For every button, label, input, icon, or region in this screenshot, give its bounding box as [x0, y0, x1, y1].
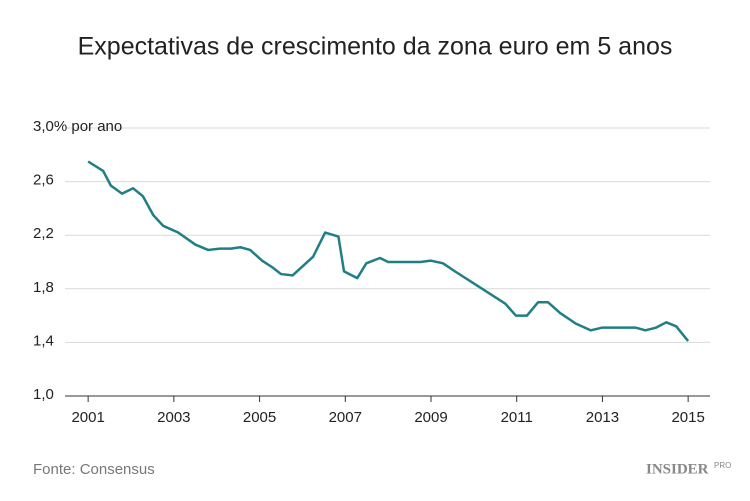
logo-badge: PRO — [714, 461, 731, 470]
x-tick-label: 2013 — [586, 409, 619, 426]
chart-title: Expectativas de crescimento da zona euro… — [78, 33, 673, 61]
source: Fonte: Consensus — [33, 461, 155, 478]
x-tick-label: 2001 — [71, 409, 104, 426]
y-tick-label: 2,6 — [33, 172, 54, 189]
x-tick-label: 2009 — [414, 409, 447, 426]
y-tick-label: 1,8 — [33, 279, 54, 296]
y-tick-label: 2,2 — [33, 225, 54, 242]
x-tick-label: 2005 — [243, 409, 276, 426]
logo: INSIDER — [646, 461, 709, 477]
x-tick-label: 2015 — [671, 409, 704, 426]
y-tick-label: 3,0% por ano — [33, 118, 122, 135]
x-tick-label: 2007 — [329, 409, 362, 426]
line-series — [87, 160, 690, 342]
y-tick-label: 1,0 — [33, 386, 54, 403]
x-tick-label: 2003 — [157, 409, 190, 426]
x-tick-label: 2011 — [501, 409, 533, 426]
y-tick-label: 1,4 — [33, 332, 54, 349]
